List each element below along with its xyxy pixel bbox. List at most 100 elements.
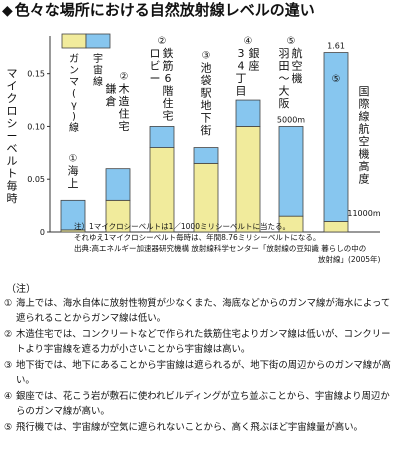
note-text: 銀座では、花こう岩が敷石に使われビルディングが立ち並ぶことから、宇宙線より周辺か… xyxy=(16,391,390,417)
legend-swatch-cosmic xyxy=(85,33,111,49)
category-label-char: 目 xyxy=(236,85,247,98)
category-label-char: 阪 xyxy=(279,96,290,110)
category-label-char: 〜 xyxy=(279,72,290,85)
bar-segment-gamma xyxy=(235,126,261,233)
legend-label-cosmic-char: 宙 xyxy=(93,64,103,77)
notes-header: （注） xyxy=(6,284,36,295)
category-label-char: 住 xyxy=(163,96,174,110)
category-label-char: 際 xyxy=(359,98,370,111)
diamond-icon: ◆ xyxy=(2,3,13,19)
note-item: ① 海上では、海水自体に放射性物質が少なくまた、海底などからのガンマ線が海水によっ… xyxy=(4,297,398,326)
bar-segment-cosmic xyxy=(235,99,261,127)
category-label-char: 下 xyxy=(201,112,212,125)
category-label-char: 袋 xyxy=(201,73,212,87)
category-label-char: 航 xyxy=(292,46,303,60)
category-label-char: 倉 xyxy=(106,94,117,108)
legend-label-gamma-char: ン xyxy=(69,66,79,77)
bar-segment-cosmic xyxy=(278,126,304,217)
y-tick-label: 0.15 xyxy=(27,70,45,79)
y-axis-label-char: ベ xyxy=(7,142,18,155)
y-axis-label-char: ト xyxy=(7,167,18,180)
note-item: ② 木造住宅では、コンクリートなどで作られた鉄筋住宅よりガンマ線は低いが、コンクリ… xyxy=(4,328,398,357)
y-axis-label-char: 時 xyxy=(7,192,18,205)
y-tick-label: 0 xyxy=(40,228,45,237)
legend-label-cosmic-char: 線 xyxy=(93,75,103,88)
category-label-char: 航 xyxy=(359,122,370,136)
note-item: ③ 地下街では、地下にあることから宇宙線は遮られるが、地下街の周辺からのガンマ線が… xyxy=(4,359,398,388)
category-label-char: 国 xyxy=(359,85,370,98)
note-number: ② xyxy=(4,329,13,340)
category-label-char: 街 xyxy=(201,123,212,137)
footnote-3: 出典:高エネルギー加速器研究機構 放射線科学センター「放射線の豆知識 暮らしの中… xyxy=(74,244,367,253)
y-tick-label: 0.05 xyxy=(27,175,45,184)
category-label-char: 機 xyxy=(359,147,370,161)
legend-label-gamma-char: マ xyxy=(69,77,79,88)
note-number: ⑤ xyxy=(4,422,13,433)
bar-segment-gamma xyxy=(105,199,131,233)
footnote-4: 放射線」(2005年) xyxy=(318,255,381,264)
category-label-char: 丁 xyxy=(236,72,247,85)
category-label-char: 機 xyxy=(292,71,303,85)
note-text: 木造住宅では、コンクリートなどで作られた鉄筋住宅よりガンマ線は低いが、コンクリー… xyxy=(16,329,391,355)
legend-label-cosmic-char: 宇 xyxy=(93,52,103,65)
category-label-char: 空 xyxy=(359,134,370,148)
category-number: ① xyxy=(69,153,78,164)
category-number: ② xyxy=(120,72,129,83)
value-annotation: 1.61 xyxy=(327,42,345,51)
category-label-char: 鉄 xyxy=(163,46,174,60)
bar-segment-cosmic xyxy=(60,199,86,231)
y-axis-label-char: ル xyxy=(7,155,18,168)
y-axis-label-char: マ xyxy=(7,67,18,80)
footnote-2: それゆえ1マイクロシーベルト毎時は、年間8.76ミリシーベルトになる。 xyxy=(74,233,321,242)
category-label-char: 階 xyxy=(163,84,174,98)
note-text: 海上では、海水自体に放射性物質が少なくまた、海底などからのガンマ線が海水によって… xyxy=(16,298,391,324)
y-axis-label-char: 毎 xyxy=(7,180,18,193)
category-number: ④ xyxy=(244,36,253,47)
category-label-char: 木 xyxy=(119,83,130,96)
y-axis-label-char: ロ xyxy=(7,105,18,118)
category-label-char: 宅 xyxy=(119,119,130,133)
note-number: ① xyxy=(4,298,13,309)
bar-segment-cosmic xyxy=(323,52,349,222)
category-label-char: 造 xyxy=(119,94,130,108)
radiation-bar-chart: 00.050.100.15マイクロシーベルト毎時ガンマ(γ)線宇宙線①海上②木造… xyxy=(7,33,381,237)
bar-segment-gamma xyxy=(323,221,349,233)
category-number: ⑤ xyxy=(332,74,341,85)
category-label-char: ー xyxy=(150,72,161,85)
category-label-char: 銀 xyxy=(249,46,260,60)
bar-segment-cosmic xyxy=(149,126,175,148)
category-number: ② xyxy=(158,36,167,47)
legend-label-gamma-char: ガ xyxy=(69,53,79,65)
category-label-char: 6 xyxy=(165,72,172,85)
category-label-char: 筋 xyxy=(163,59,174,73)
legend-label-gamma-char: 線 xyxy=(69,121,79,134)
title-text: 色々な場所における自然放射線レベルの違い xyxy=(14,1,315,19)
y-axis-label-char: シ xyxy=(7,117,18,130)
bar-segment-cosmic xyxy=(105,168,131,201)
category-label-char: 住 xyxy=(119,107,130,121)
category-label-char: 鎌 xyxy=(106,82,117,96)
category-label-char: 上 xyxy=(68,177,79,190)
note-number: ③ xyxy=(4,360,13,371)
category-label-char: 池 xyxy=(201,62,212,75)
note-text: 地下街では、地下にあることから宇宙線は遮られるが、地下街の周辺からのガンマ線が高… xyxy=(16,360,391,386)
category-label-char: 空 xyxy=(292,59,303,73)
category-sublabel: 5000m xyxy=(277,115,305,124)
category-sublabel: 11000m xyxy=(347,209,380,218)
category-label-char: 3 xyxy=(238,47,245,60)
legend-label-gamma-char: γ xyxy=(71,100,77,111)
y-axis-label-char: ー xyxy=(7,130,18,143)
bar-segment-cosmic xyxy=(193,147,219,164)
note-item: ④ 銀座では、花こう岩が敷石に使われビルディングが立ち並ぶことから、宇宙線より周辺… xyxy=(4,390,398,419)
note-text: 飛行機では、宇宙線が空気に遮られないことから、高く飛ぶほど宇宙線量が高い。 xyxy=(16,422,363,433)
category-label-char: 田 xyxy=(279,60,290,73)
page-title: ◆ 色々な場所における自然放射線レベルの違い xyxy=(2,1,315,20)
category-number: ⑤ xyxy=(287,36,296,47)
category-label-char: 宅 xyxy=(163,109,174,123)
legend-swatch-gamma xyxy=(61,33,87,49)
category-label-char: 度 xyxy=(359,172,370,186)
category-label-char: ビ xyxy=(150,60,161,73)
legend-label-gamma-char: ) xyxy=(72,112,76,123)
category-label-char: 大 xyxy=(279,84,290,98)
category-label-char: 4 xyxy=(238,60,245,73)
